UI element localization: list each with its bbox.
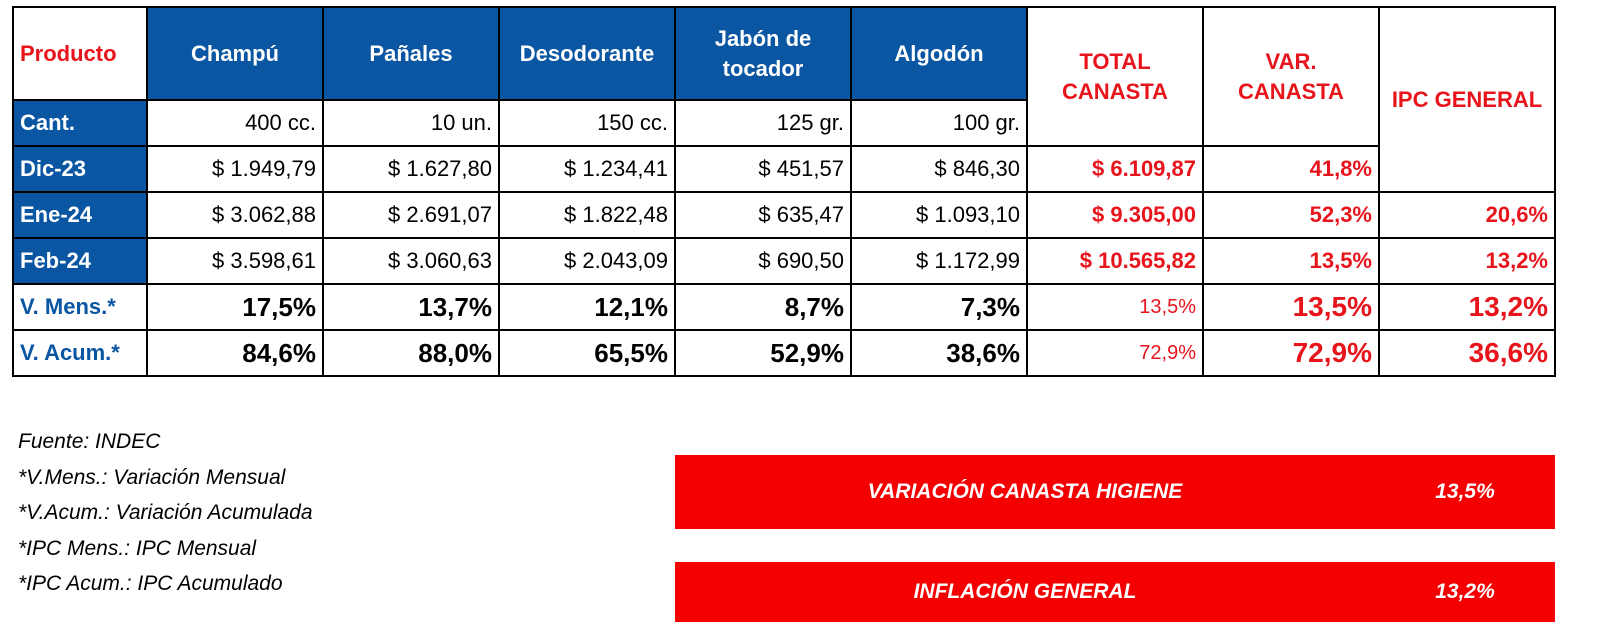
acum-cell: 38,6% [850,329,1028,377]
footnotes: Fuente: INDEC *V.Mens.: Variación Mensua… [18,424,313,602]
mens-total-cell: 13,5% [1026,283,1204,331]
price-cell: $ 3.598,61 [146,237,324,285]
total-cell: $ 6.109,87 [1026,145,1204,193]
cant-row: Cant. 400 cc. 10 un. 150 cc. 125 gr. 100… [12,99,1555,147]
mens-ipc-cell: 13,2% [1378,283,1556,331]
header-ipc-general: IPC GENERAL [1378,6,1556,193]
mens-cell: 7,3% [850,283,1028,331]
mens-cell: 12,1% [498,283,676,331]
price-cell: $ 451,57 [674,145,852,193]
acum-var-cell: 72,9% [1202,329,1380,377]
price-cell: $ 2.691,07 [322,191,500,239]
note-source: Fuente: INDEC [18,430,161,453]
var-cell: 41,8% [1202,145,1380,193]
row-label-dic-23: Dic-23 [12,145,148,193]
cant-cell: 150 cc. [498,99,676,147]
price-cell: $ 690,50 [674,237,852,285]
banner-inflacion-general: INFLACIÓN GENERAL 13,2% [675,562,1555,622]
row-label-ene-24: Ene-24 [12,191,148,239]
banner-inflacion-label: INFLACIÓN GENERAL [913,580,1137,603]
price-cell: $ 846,30 [850,145,1028,193]
row-v-acum: V. Acum.* 84,6% 88,0% 65,5% 52,9% 38,6% … [12,329,1556,377]
acum-ipc-cell: 36,6% [1378,329,1556,377]
header-row: Producto Champú Pañales Desodorante Jabó… [12,6,1556,193]
acum-total-cell: 72,9% [1026,329,1204,377]
price-cell: $ 3.060,63 [322,237,500,285]
row-v-mens: V. Mens.* 17,5% 13,7% 12,1% 8,7% 7,3% 13… [12,283,1556,331]
price-cell: $ 1.822,48 [498,191,676,239]
price-cell: $ 2.043,09 [498,237,676,285]
price-cell: $ 1.093,10 [850,191,1028,239]
header-product-panales: Pañales [322,6,500,101]
acum-cell: 84,6% [146,329,324,377]
header-product-algodon: Algodón [850,6,1028,101]
note-ipc-acum: *IPC Acum.: IPC Acumulado [18,572,283,595]
acum-cell: 65,5% [498,329,676,377]
total-cell: $ 9.305,00 [1026,191,1204,239]
mens-cell: 8,7% [674,283,852,331]
total-cell: $ 10.565,82 [1026,237,1204,285]
header-product-champu: Champú [146,6,324,101]
mens-var-cell: 13,5% [1202,283,1380,331]
header-product-desodorante: Desodorante [498,6,676,101]
price-cell: $ 3.062,88 [146,191,324,239]
var-cell: 13,5% [1202,237,1380,285]
row-dic-23: Dic-23 $ 1.949,79 $ 1.627,80 $ 1.234,41 … [12,145,1555,193]
header-producto: Producto [12,6,148,101]
acum-cell: 52,9% [674,329,852,377]
cant-cell: 125 gr. [674,99,852,147]
hygiene-basket-table: Producto Champú Pañales Desodorante Jabó… [12,6,1556,377]
price-cell: $ 1.172,99 [850,237,1028,285]
ipc-cell: 20,6% [1378,191,1556,239]
row-ene-24: Ene-24 $ 3.062,88 $ 2.691,07 $ 1.822,48 … [12,191,1556,239]
mens-cell: 17,5% [146,283,324,331]
row-label-v-mens: V. Mens.* [12,283,148,331]
acum-cell: 88,0% [322,329,500,377]
row-label-feb-24: Feb-24 [12,237,148,285]
header-var-canasta: VAR. CANASTA [1202,6,1380,147]
cant-cell: 100 gr. [850,99,1028,147]
var-cell: 52,3% [1202,191,1380,239]
price-cell: $ 1.627,80 [322,145,500,193]
cant-cell: 400 cc. [146,99,324,147]
banner-inflacion-value: 13,2% [1435,580,1495,603]
ipc-cell: 13,2% [1378,237,1556,285]
row-label-v-acum: V. Acum.* [12,329,148,377]
note-v-mens: *V.Mens.: Variación Mensual [18,465,286,489]
mens-cell: 13,7% [322,283,500,331]
row-feb-24: Feb-24 $ 3.598,61 $ 3.060,63 $ 2.043,09 … [12,237,1556,285]
row-label-cant: Cant. [12,99,148,147]
price-cell: $ 635,47 [674,191,852,239]
banner-variacion-value: 13,5% [1435,480,1495,503]
note-v-acum: *V.Acum.: Variación Acumulada [18,501,313,524]
price-cell: $ 1.949,79 [146,145,324,193]
note-ipc-mens: *IPC Mens.: IPC Mensual [18,536,257,560]
price-cell: $ 1.234,41 [498,145,676,193]
header-total-canasta: TOTAL CANASTA [1026,6,1204,147]
banner-variacion-canasta: VARIACIÓN CANASTA HIGIENE 13,5% [675,455,1555,529]
header-product-jabon: Jabón de tocador [674,6,852,101]
cant-cell: 10 un. [322,99,500,147]
banner-variacion-label: VARIACIÓN CANASTA HIGIENE [867,480,1183,503]
